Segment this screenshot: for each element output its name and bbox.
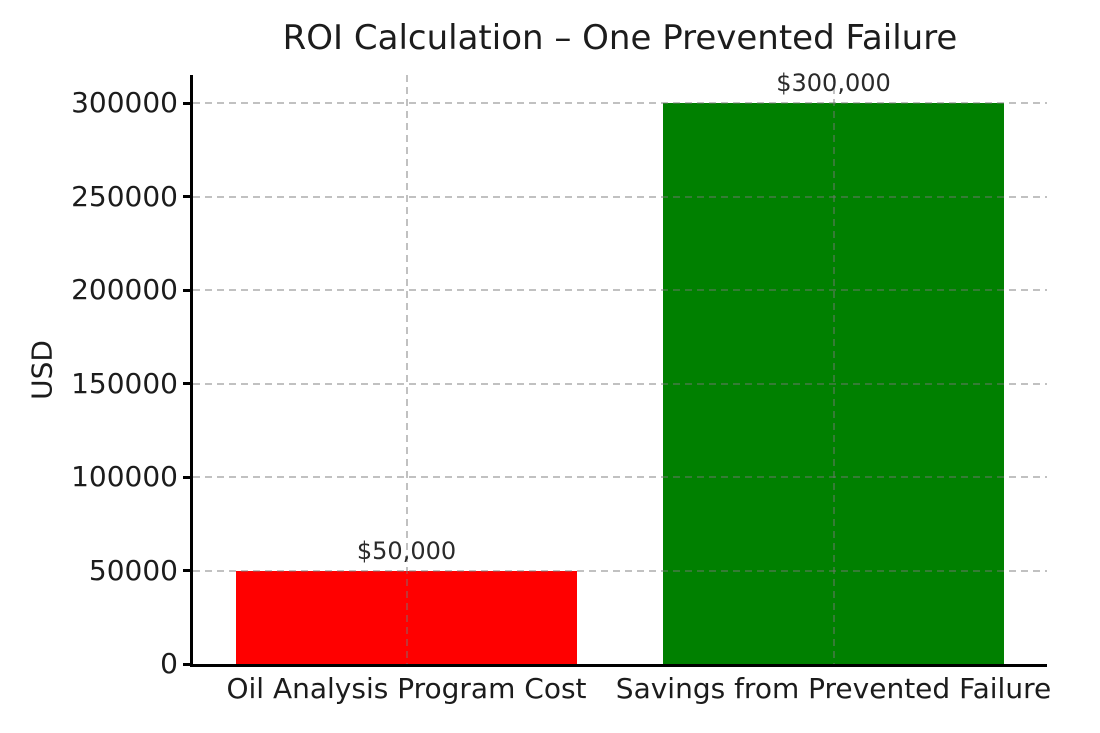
bar bbox=[235, 570, 578, 664]
x-tick-label: Oil Analysis Program Cost bbox=[226, 672, 587, 705]
gridline bbox=[193, 476, 1047, 479]
y-tick-mark bbox=[183, 382, 193, 386]
bar-value-label: $300,000 bbox=[776, 69, 891, 98]
gridline bbox=[193, 289, 1047, 292]
gridline bbox=[193, 569, 1047, 572]
y-tick-label: 50000 bbox=[88, 553, 178, 587]
gridline bbox=[832, 75, 835, 664]
y-tick-label: 200000 bbox=[71, 273, 178, 307]
y-tick-label: 250000 bbox=[71, 179, 178, 213]
plot-area bbox=[190, 75, 1047, 667]
y-tick-label: 150000 bbox=[71, 366, 178, 400]
gridline bbox=[193, 382, 1047, 385]
y-tick-label: 0 bbox=[160, 647, 178, 680]
y-tick-mark bbox=[183, 195, 193, 199]
y-tick-label: 300000 bbox=[71, 86, 178, 120]
y-tick-mark bbox=[183, 101, 193, 105]
y-tick-mark bbox=[183, 662, 193, 666]
gridline bbox=[405, 75, 408, 664]
y-tick-mark bbox=[183, 475, 193, 479]
y-tick-mark bbox=[183, 569, 193, 572]
gridline bbox=[193, 102, 1047, 105]
bar-value-label: $50,000 bbox=[356, 536, 457, 565]
x-tick-label: Savings from Prevented Failure bbox=[615, 672, 1052, 705]
y-tick-mark bbox=[183, 288, 193, 292]
gridline bbox=[193, 195, 1047, 198]
bar bbox=[662, 103, 1005, 664]
chart-title: ROI Calculation – One Prevented Failure bbox=[282, 18, 958, 58]
y-tick-label: 100000 bbox=[71, 460, 178, 494]
